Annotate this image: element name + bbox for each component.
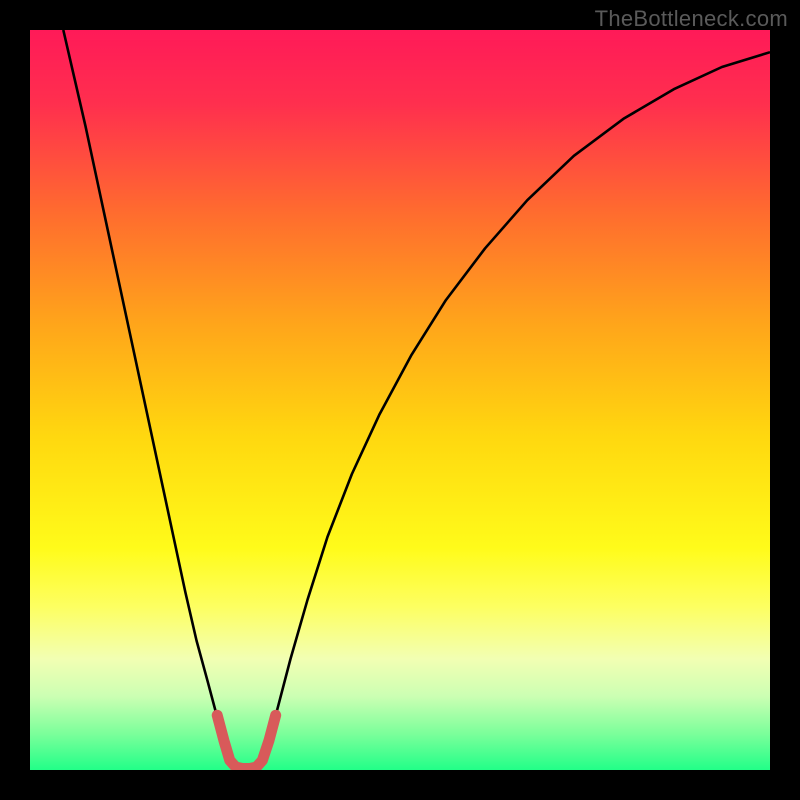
plot-area	[30, 30, 770, 770]
figure-root: TheBottleneck.com	[0, 0, 800, 800]
watermark-text: TheBottleneck.com	[595, 6, 788, 32]
gradient-background	[30, 30, 770, 770]
chart-svg	[30, 30, 770, 770]
